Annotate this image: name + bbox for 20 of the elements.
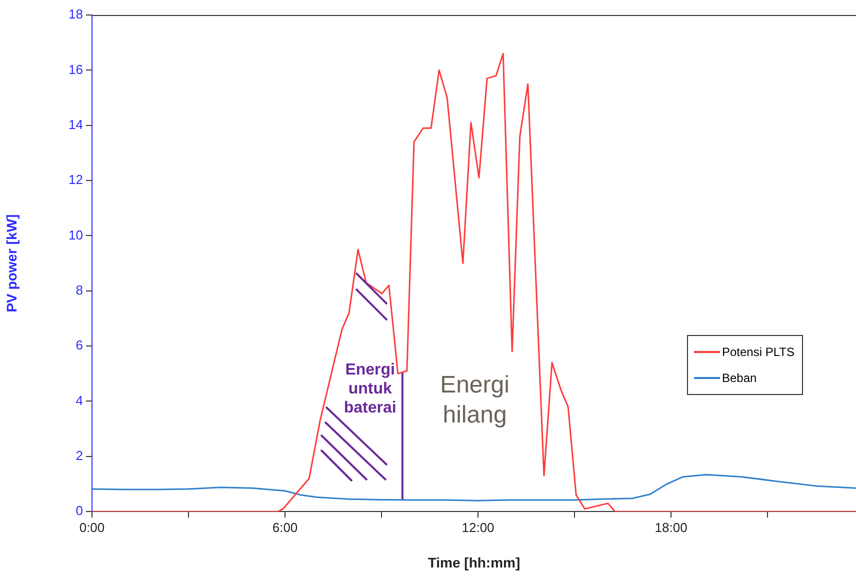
- x-tick-label: 0:00: [79, 520, 105, 535]
- y-tick-label: 18: [68, 6, 83, 22]
- y-tick-label: 2: [76, 448, 83, 463]
- annotation: Energi untuk baterai: [344, 361, 396, 416]
- y-tick-label: 4: [76, 392, 83, 408]
- legend-label: Beban: [722, 371, 757, 385]
- legend-label: Potensi PLTS: [722, 345, 794, 359]
- annotation: Energi hilang: [440, 371, 510, 428]
- y-axis-title: PV power [kW]: [3, 214, 20, 312]
- y-tick-label: 6: [76, 338, 83, 353]
- x-tick-label: 12:00: [462, 520, 494, 535]
- x-axis-title: Time [hh:mm]: [428, 554, 520, 570]
- y-tick-label: 16: [68, 62, 83, 77]
- x-tick-label: 18:00: [654, 520, 688, 535]
- x-tick-label: 6:00: [272, 520, 298, 535]
- y-tick-label: 12: [68, 172, 83, 188]
- y-tick-label: 0: [76, 503, 83, 518]
- y-tick-label: 8: [76, 282, 83, 298]
- y-tick-label: 10: [68, 227, 83, 242]
- y-tick-label: 14: [68, 116, 83, 132]
